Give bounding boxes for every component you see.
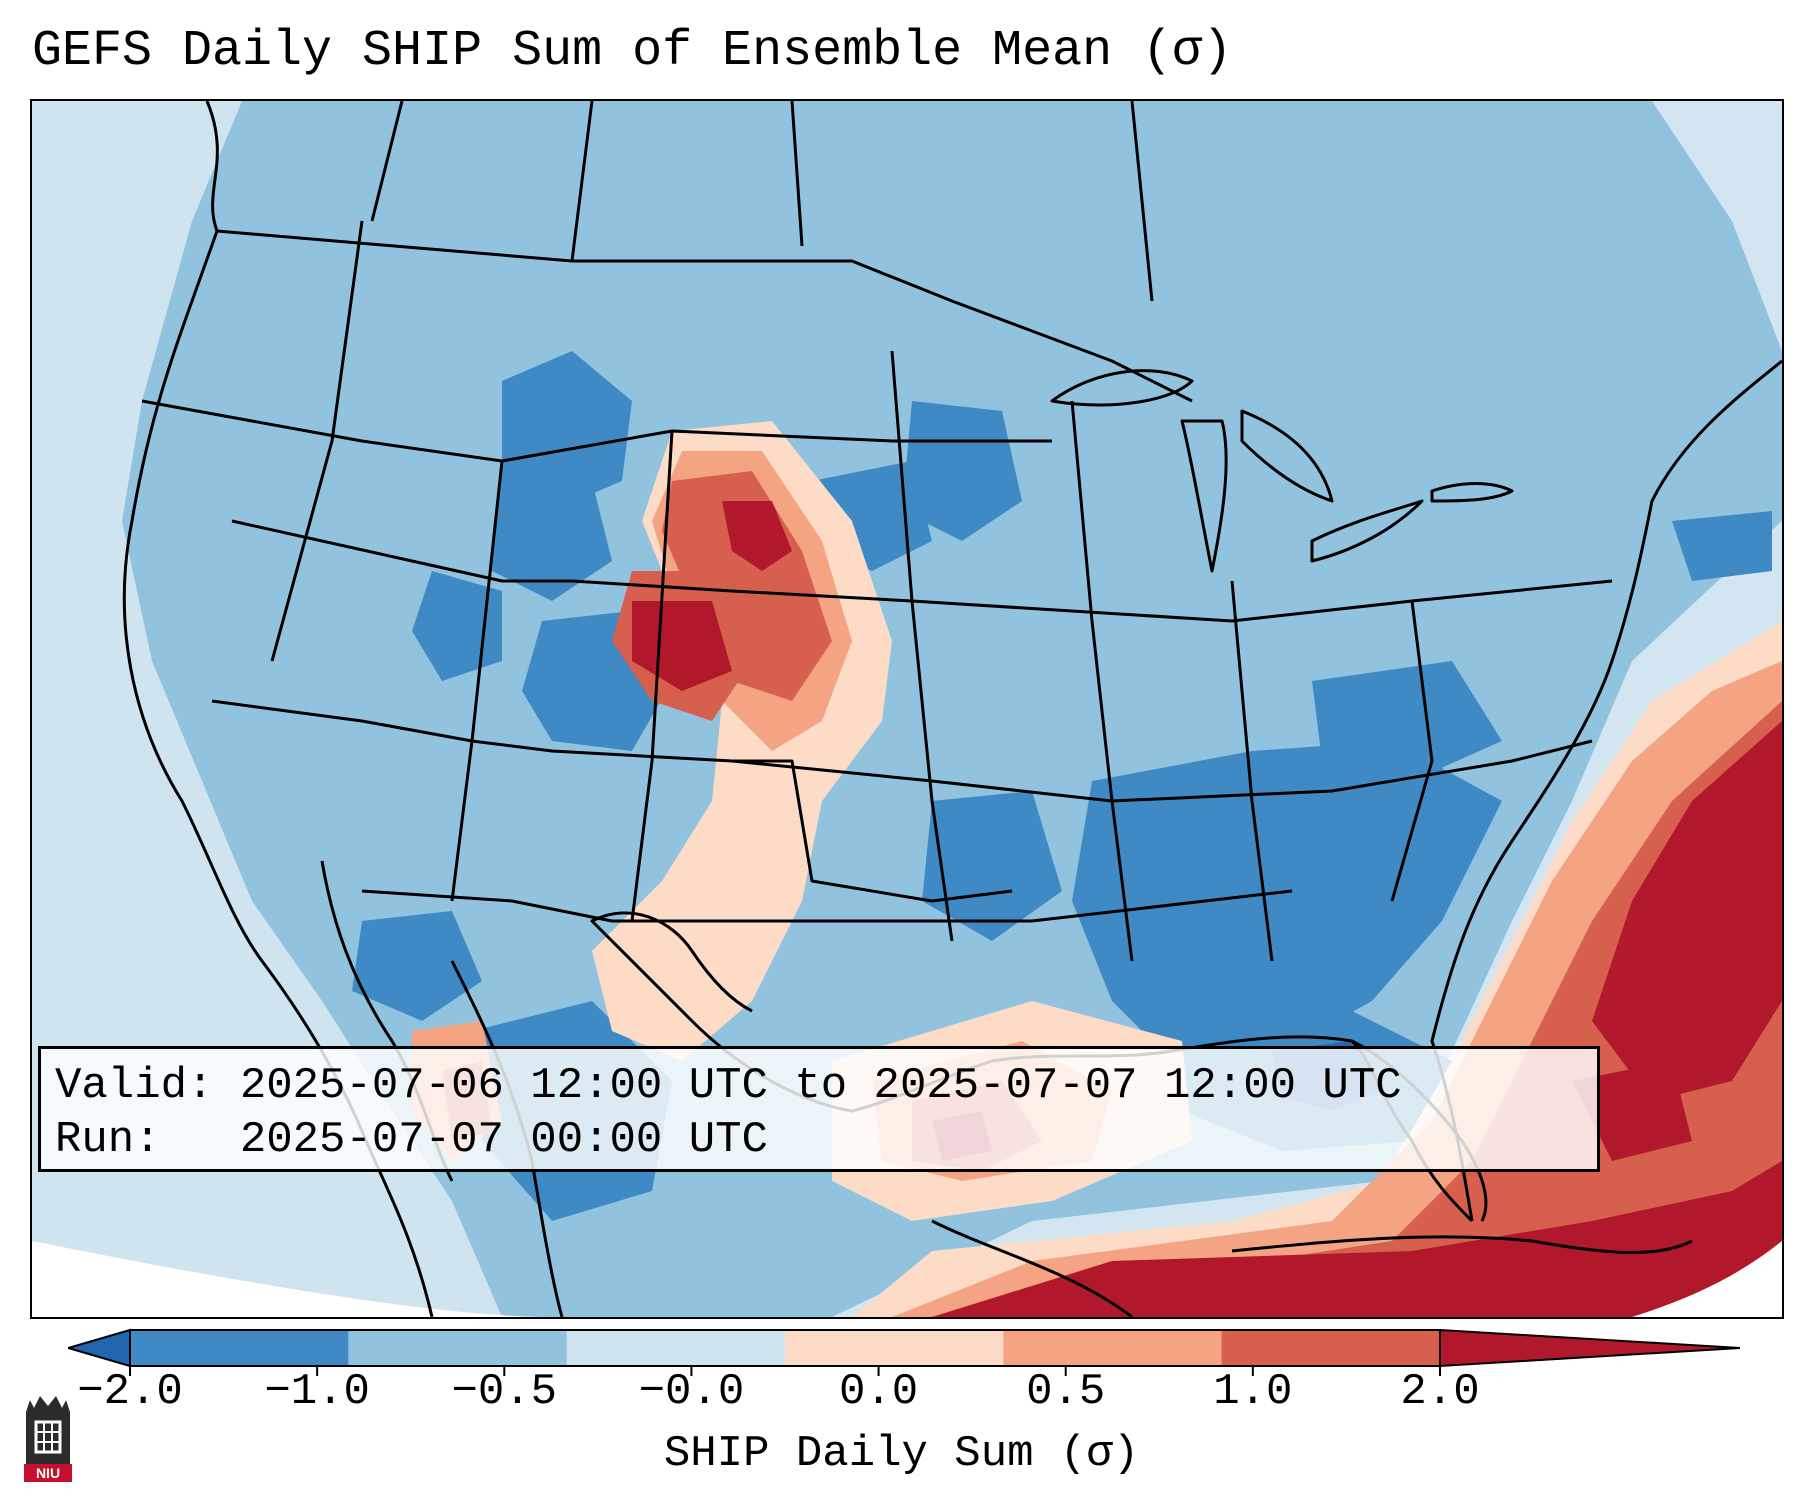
run-label: Run: <box>55 1115 161 1165</box>
border-canada-us <box>205 101 1193 403</box>
colorbar-tick-label-5: 0.5 <box>1026 1367 1106 1417</box>
lake-ontario <box>1430 482 1514 503</box>
field-utah-dark <box>412 571 502 681</box>
field-caribbean-over <box>932 1161 1782 1317</box>
field-minnesota-dark <box>902 401 1022 541</box>
state-line-v5 <box>1070 400 1134 962</box>
coast-cuba <box>1231 1235 1693 1254</box>
valid-run-infobox: Valid: 2025-07-06 12:00 UTC to 2025-07-0… <box>38 1046 1600 1172</box>
state-line-2 <box>231 519 1613 623</box>
colorbar-tick-label-0: −2.0 <box>77 1367 183 1417</box>
field-west-light <box>32 101 502 1317</box>
colorbar-tick-label-3: −0.0 <box>638 1367 745 1417</box>
field-atlantic-over <box>1592 721 1782 1101</box>
border-canada-provinces-1 <box>370 101 404 222</box>
colorbar-bin-5 <box>1221 1330 1441 1366</box>
coast-yucatan <box>931 1219 1133 1317</box>
field-wyoming-dark <box>492 461 612 601</box>
colorbar-under-extension <box>68 1328 131 1368</box>
field-atlantic-dark <box>1672 511 1772 581</box>
field-bahamas-over <box>1572 1061 1692 1161</box>
border-canada-provinces-4 <box>1130 101 1154 302</box>
colorbar-bin-2 <box>566 1330 786 1366</box>
colorbar-bin-1 <box>348 1330 568 1366</box>
domain-edge-southeast <box>1632 1241 1782 1317</box>
colorbar-bin-4 <box>1003 1330 1223 1366</box>
run-value: 2025-07-07 00:00 UTC <box>239 1115 768 1165</box>
logo-window-grid <box>34 1420 62 1454</box>
colorbar-tick-label-7: 2.0 <box>1400 1367 1480 1417</box>
state-line-oklahoma <box>732 759 1013 903</box>
coast-texas <box>590 911 753 1023</box>
colorbar-label: SHIP Daily Sum (σ) <box>663 1429 1140 1479</box>
colorbar <box>68 1328 1740 1376</box>
lake-michigan <box>1180 419 1228 573</box>
field-southeast-dark <box>1072 741 1502 1061</box>
state-line-v4 <box>890 350 954 942</box>
state-line-v7 <box>1390 600 1434 902</box>
valid-label: Valid: <box>55 1061 214 1111</box>
field-plains-strong <box>662 471 832 701</box>
niu-logo-icon: NIU <box>24 1396 72 1482</box>
map-title: GEFS Daily SHIP Sum of Ensemble Mean (σ) <box>32 23 1233 80</box>
colorbar-bin-3 <box>785 1330 1004 1366</box>
lake-erie <box>1310 499 1424 563</box>
colorbar-tick-label-4: 0.0 <box>838 1367 919 1417</box>
colorbar-over-extension <box>1439 1328 1740 1368</box>
field-plains-over <box>722 501 792 571</box>
field-virginia-dark <box>1312 661 1502 781</box>
logo-text: NIU <box>36 1465 60 1481</box>
lake-superior <box>1050 369 1194 407</box>
state-line-3 <box>211 699 1593 803</box>
state-line-4 <box>361 889 1293 923</box>
colorbar-tick-label-6: 1.0 <box>1213 1367 1293 1417</box>
logo-band <box>24 1464 72 1482</box>
state-line-1 <box>141 399 1052 463</box>
colorbar-tick-label-2: −0.5 <box>451 1367 558 1417</box>
state-line-v3 <box>630 430 674 922</box>
field-arkansas-dark <box>922 791 1062 941</box>
colorbar-frame <box>129 1329 1441 1367</box>
border-canada-provinces-3 <box>790 101 804 247</box>
colorbar-tick-label-1: −1.0 <box>264 1367 370 1417</box>
state-line-v6 <box>1230 580 1274 962</box>
colorbar-bin-0 <box>130 1330 349 1366</box>
valid-value: 2025-07-06 12:00 UTC to 2025-07-07 12:00… <box>239 1061 1402 1111</box>
border-canada-provinces-2 <box>570 101 594 262</box>
lake-huron <box>1240 409 1334 503</box>
state-line-v2 <box>450 460 504 902</box>
logo-tower <box>26 1396 70 1464</box>
domain-edge-southwest <box>32 1241 552 1317</box>
state-line-v1 <box>270 220 364 662</box>
field-arizona-dark <box>352 911 482 1021</box>
